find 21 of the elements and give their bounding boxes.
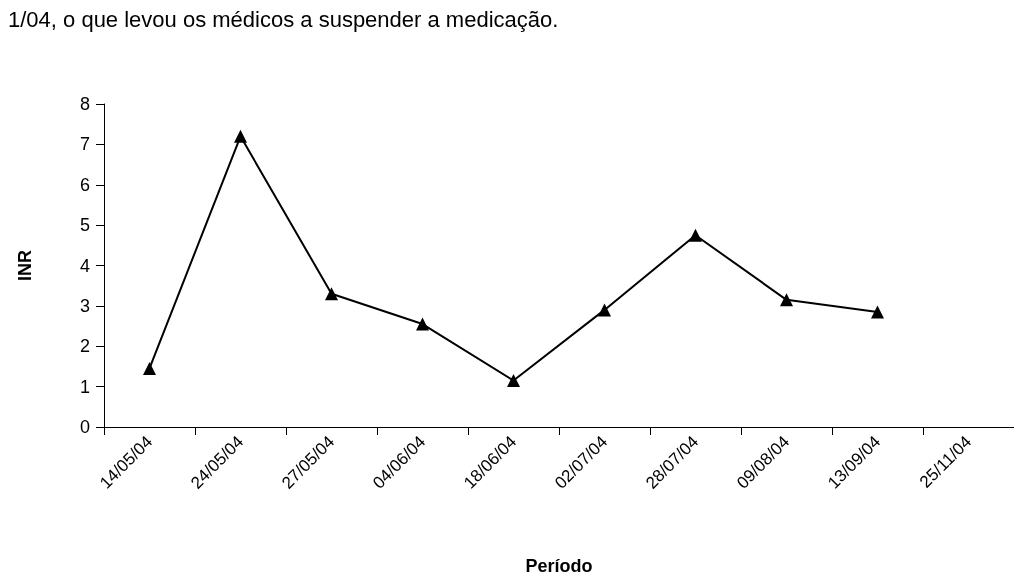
y-tick-label: 2: [79, 336, 90, 357]
point: [598, 303, 611, 317]
point: [234, 129, 247, 143]
y-tick-label: 8: [79, 94, 90, 114]
point: [780, 293, 793, 307]
point: [416, 317, 429, 331]
point: [507, 374, 520, 388]
y-tick-label: 4: [79, 255, 90, 276]
y-tick-label: 6: [79, 174, 90, 195]
y-tick-label: 5: [79, 215, 90, 236]
point: [871, 305, 884, 319]
y-tick-label: 3: [79, 295, 90, 316]
y-tick-label: 7: [79, 134, 90, 155]
point: [689, 228, 702, 242]
x-axis-title: Período: [525, 556, 593, 576]
y-tick-label: 1: [79, 376, 90, 397]
point: [325, 287, 338, 301]
y-tick-label: 0: [79, 417, 90, 437]
text: 1/04, o que levou os médicos a suspender a medicação.: [8, 6, 559, 32]
y-axis-title: INR: [15, 250, 35, 281]
point: [143, 361, 156, 375]
